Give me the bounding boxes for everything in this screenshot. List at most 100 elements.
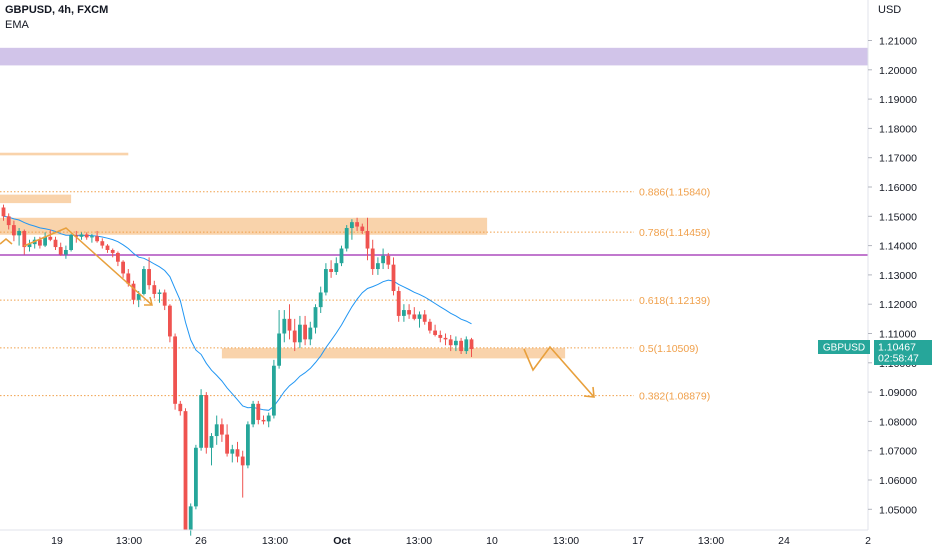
candle-body [173,336,177,404]
candle-body [58,247,63,255]
candle-body [142,269,146,294]
candle [298,315,302,349]
candle-body [194,447,198,507]
fib-label: 0.886(1.15840) [639,187,710,199]
candle [272,359,276,419]
top-left-zone [0,152,129,156]
candle-body [412,314,417,319]
candle [12,220,16,242]
candle-body [152,285,157,294]
candle [443,333,448,346]
candle [79,232,84,240]
y-tick-label: 1.09000 [879,387,917,399]
candle [469,337,474,357]
candle [157,289,162,303]
projection-arrowhead [583,386,595,398]
candle-body [240,456,245,466]
candle [199,389,203,451]
candle-body [38,239,42,246]
candle [365,217,370,261]
candle [303,315,307,346]
candle-body [235,449,240,457]
candle [178,400,183,416]
candle [69,233,73,252]
candle [64,245,68,259]
candle [220,418,224,442]
candle [396,286,401,322]
ema-layer [3,215,472,411]
chart-title[interactable]: GBPUSD, 4h, FXCM [5,4,109,16]
candle [58,242,63,256]
candle-body [318,292,323,308]
candle [308,321,313,346]
candle-body [360,226,365,231]
candle-body [79,234,84,237]
candle-body [183,411,188,530]
candle [350,219,354,240]
candle [438,330,443,343]
candle [459,337,463,355]
candle-body [100,241,105,246]
candles-layer [1,204,474,536]
candle-body [12,225,16,236]
price-badge-countdown: 02:58:47 [878,353,919,365]
candle-body [131,283,136,300]
candle-body [402,310,406,316]
fib-layer: 0.886(1.15840) 0.786(1.14459) 0.618(1.1213… [0,187,710,403]
x-tick-label: 24 [778,535,790,547]
candle [246,421,250,469]
y-tick-label: 1.11000 [879,329,916,341]
projection-arrow [523,345,595,398]
candle [318,286,323,313]
y-tick-label: 1.16000 [879,182,917,194]
candle-body [355,222,359,227]
candle [391,257,396,296]
candle-body [334,263,339,272]
candle [105,244,110,253]
candle-body [53,239,58,248]
candle-body [188,506,193,530]
x-tick-label: 13:00 [553,535,579,547]
candle [324,263,328,296]
candle-body [370,248,375,270]
candle [433,324,437,337]
candle-body [298,324,302,343]
candle-body [230,449,235,454]
candle [376,257,380,275]
candle-body [428,321,432,331]
candle [282,310,287,343]
candle-body [396,291,401,316]
candle [386,252,391,270]
price-badge: GBPUSD 1.10467 02:58:47 [818,340,932,365]
candle [131,280,136,305]
support-zone [221,348,566,359]
candle [329,260,333,278]
candle [251,400,255,428]
candle-body [6,216,11,226]
candle [334,257,339,275]
candle-body [64,249,68,255]
candle [43,232,47,248]
candle [116,251,120,267]
candle [454,336,458,352]
candle [152,280,157,299]
candle [209,433,214,466]
candle-body [448,339,453,346]
candle-body [376,263,380,270]
x-tick-label: 13:00 [262,535,288,547]
candle [100,238,105,249]
arrows-layer [0,227,595,398]
candle-body [272,365,276,416]
candle [188,503,193,536]
left-path-arrow [23,227,153,306]
candle-body [344,228,349,249]
candle-body [391,264,396,292]
indicator-label[interactable]: EMA [5,19,29,31]
candle [402,304,406,322]
x-tick-label: 13:00 [116,535,142,547]
y-tick-label: 1.07000 [879,446,917,458]
candle [27,239,32,252]
candle [214,415,219,445]
y-tick-label: 1.17000 [879,153,917,165]
